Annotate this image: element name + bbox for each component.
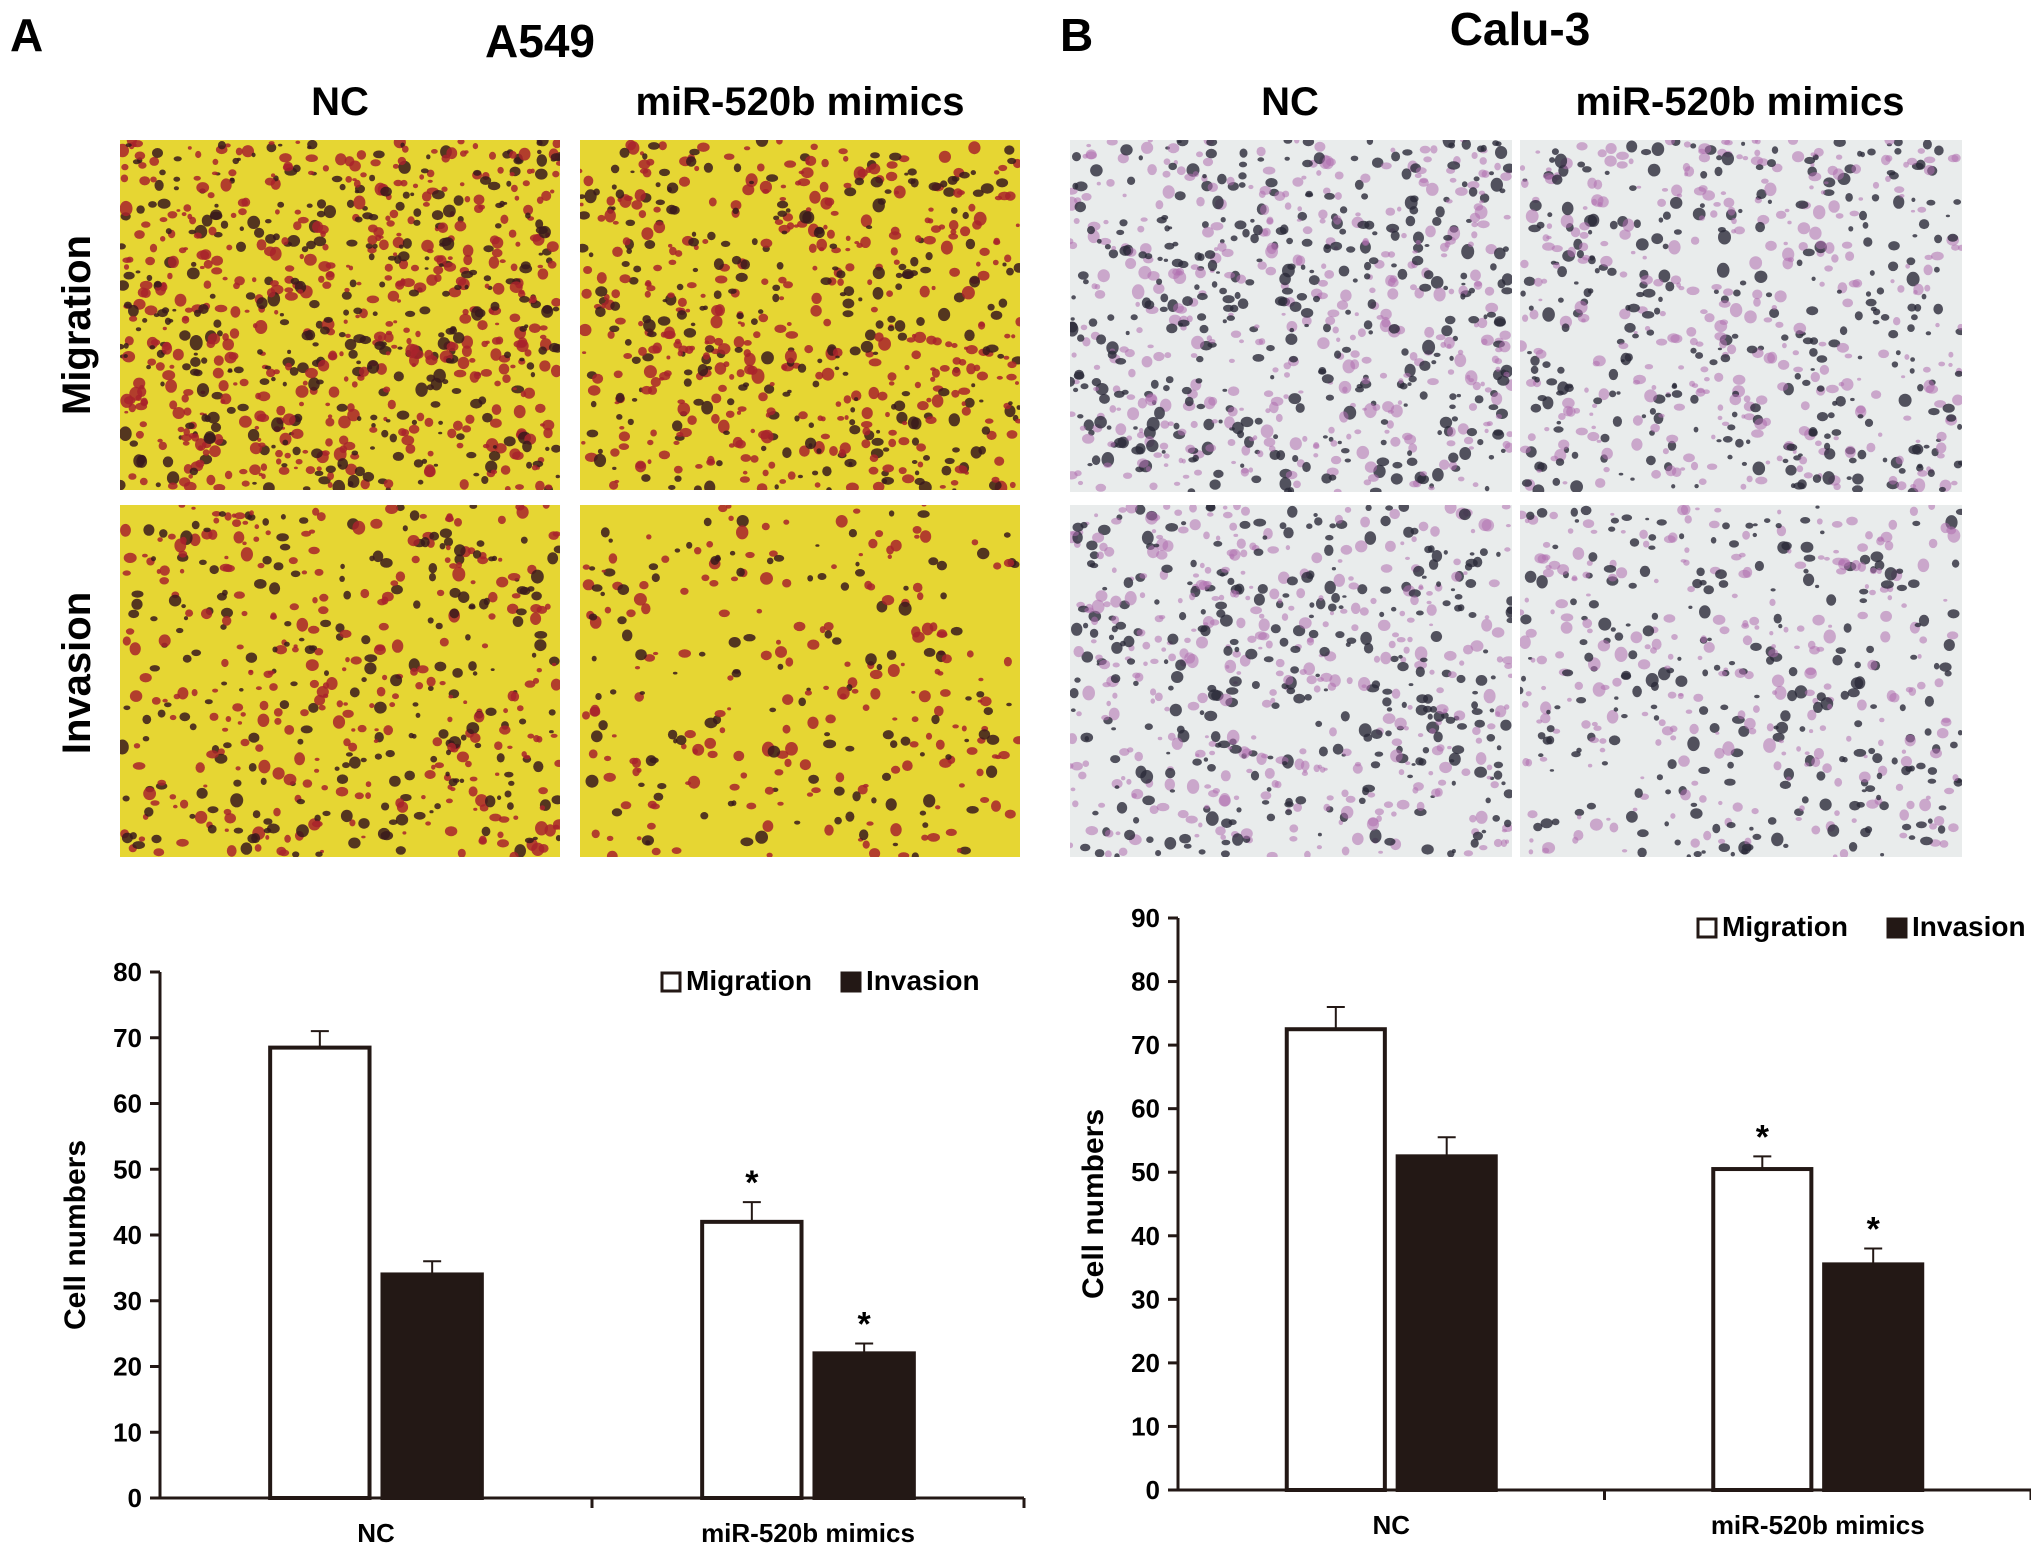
y-tick-label: 80 [113,957,142,987]
y-tick-label: 40 [1131,1221,1160,1251]
bar-migration [1284,1027,1387,1492]
legend-swatch [1696,917,1718,939]
a549-bar-chart: 0 10 20 30 40 50 60 70 80 Cell numbers NC miR-520b … [0,940,1040,1551]
panel-b-col-mimics: miR-520b mimics [1575,80,1905,124]
x-tick-label: NC [1372,1510,1410,1540]
a549-mimics-invasion-image [580,505,1020,857]
legend-label: Migration [686,965,812,996]
bar-migration [268,1045,372,1501]
significance-marker: * [1867,1210,1881,1248]
y-tick-label: 60 [1131,1094,1160,1124]
bar-migration [700,1219,804,1500]
x-tick-label: NC [357,1518,395,1548]
x-tick-label: miR-520b mimics [701,1518,915,1548]
y-tick-label: 50 [113,1154,142,1184]
bar-invasion [1395,1154,1498,1492]
a549-nc-invasion-image [120,505,560,857]
panel-b-letter: B [1060,9,1094,61]
y-tick-label: 10 [113,1417,142,1447]
panel-b-col-nc: NC [1261,80,1319,124]
y-tick-label: 30 [113,1286,142,1316]
significance-marker: * [858,1305,872,1343]
calu3-mimics-invasion-image [1520,505,1962,857]
legend-label: Invasion [866,965,980,996]
calu3-nc-invasion-image [1070,505,1512,857]
y-axis-title: Cell numbers [1077,1109,1110,1299]
y-tick-label: 20 [1131,1348,1160,1378]
y-tick-label: 60 [113,1089,142,1119]
legend-swatch [840,971,862,993]
y-tick-label: 10 [1131,1411,1160,1441]
bar-invasion [1822,1262,1925,1492]
y-tick-label: 70 [1131,1030,1160,1060]
panel-a-title: A549 [485,15,595,67]
calu3-nc-migration-image [1070,140,1512,492]
panel-a-row-migration: Migration [55,235,99,415]
legend-label: Migration [1722,911,1848,942]
y-tick-label: 90 [1131,903,1160,933]
significance-marker: * [1756,1118,1770,1156]
y-tick-label: 20 [113,1352,142,1382]
panel-b-title: Calu-3 [1449,3,1591,55]
legend-swatch [1886,917,1908,939]
a549-nc-migration-image [120,140,560,490]
panel-a-row-invasion: Invasion [55,591,99,755]
bar-invasion [380,1272,484,1501]
y-axis-title: Cell numbers [59,1140,92,1330]
panel-a-col-mimics: miR-520b mimics [635,80,965,124]
calu3-mimics-migration-image [1520,140,1962,492]
a549-mimics-migration-image [580,140,1020,490]
y-tick-label: 0 [128,1483,142,1513]
x-tick-label: miR-520b mimics [1711,1510,1925,1540]
legend-swatch [660,971,682,993]
y-tick-label: 80 [1131,967,1160,997]
panel-a-letter: A [10,9,44,61]
y-tick-label: 70 [113,1023,142,1053]
y-tick-label: 40 [113,1220,142,1250]
y-tick-label: 50 [1131,1157,1160,1187]
calu3-bar-chart: 0 10 20 30 40 50 60 70 80 90 Cell numbers NC miR-520… [1040,880,2031,1551]
panel-a-col-nc: NC [311,80,369,124]
legend-label: Invasion [1912,911,2026,942]
bar-migration [1711,1167,1814,1492]
chart-svg: 0 10 20 30 40 50 60 70 80 Cell numbers NC miR-520b … [59,957,1026,1548]
y-tick-label: 0 [1146,1475,1160,1505]
y-tick-label: 30 [1131,1284,1160,1314]
significance-marker: * [745,1164,759,1202]
bar-invasion [812,1351,916,1500]
chart-svg: 0 10 20 30 40 50 60 70 80 90 Cell numbers NC miR-520… [1077,903,2031,1540]
